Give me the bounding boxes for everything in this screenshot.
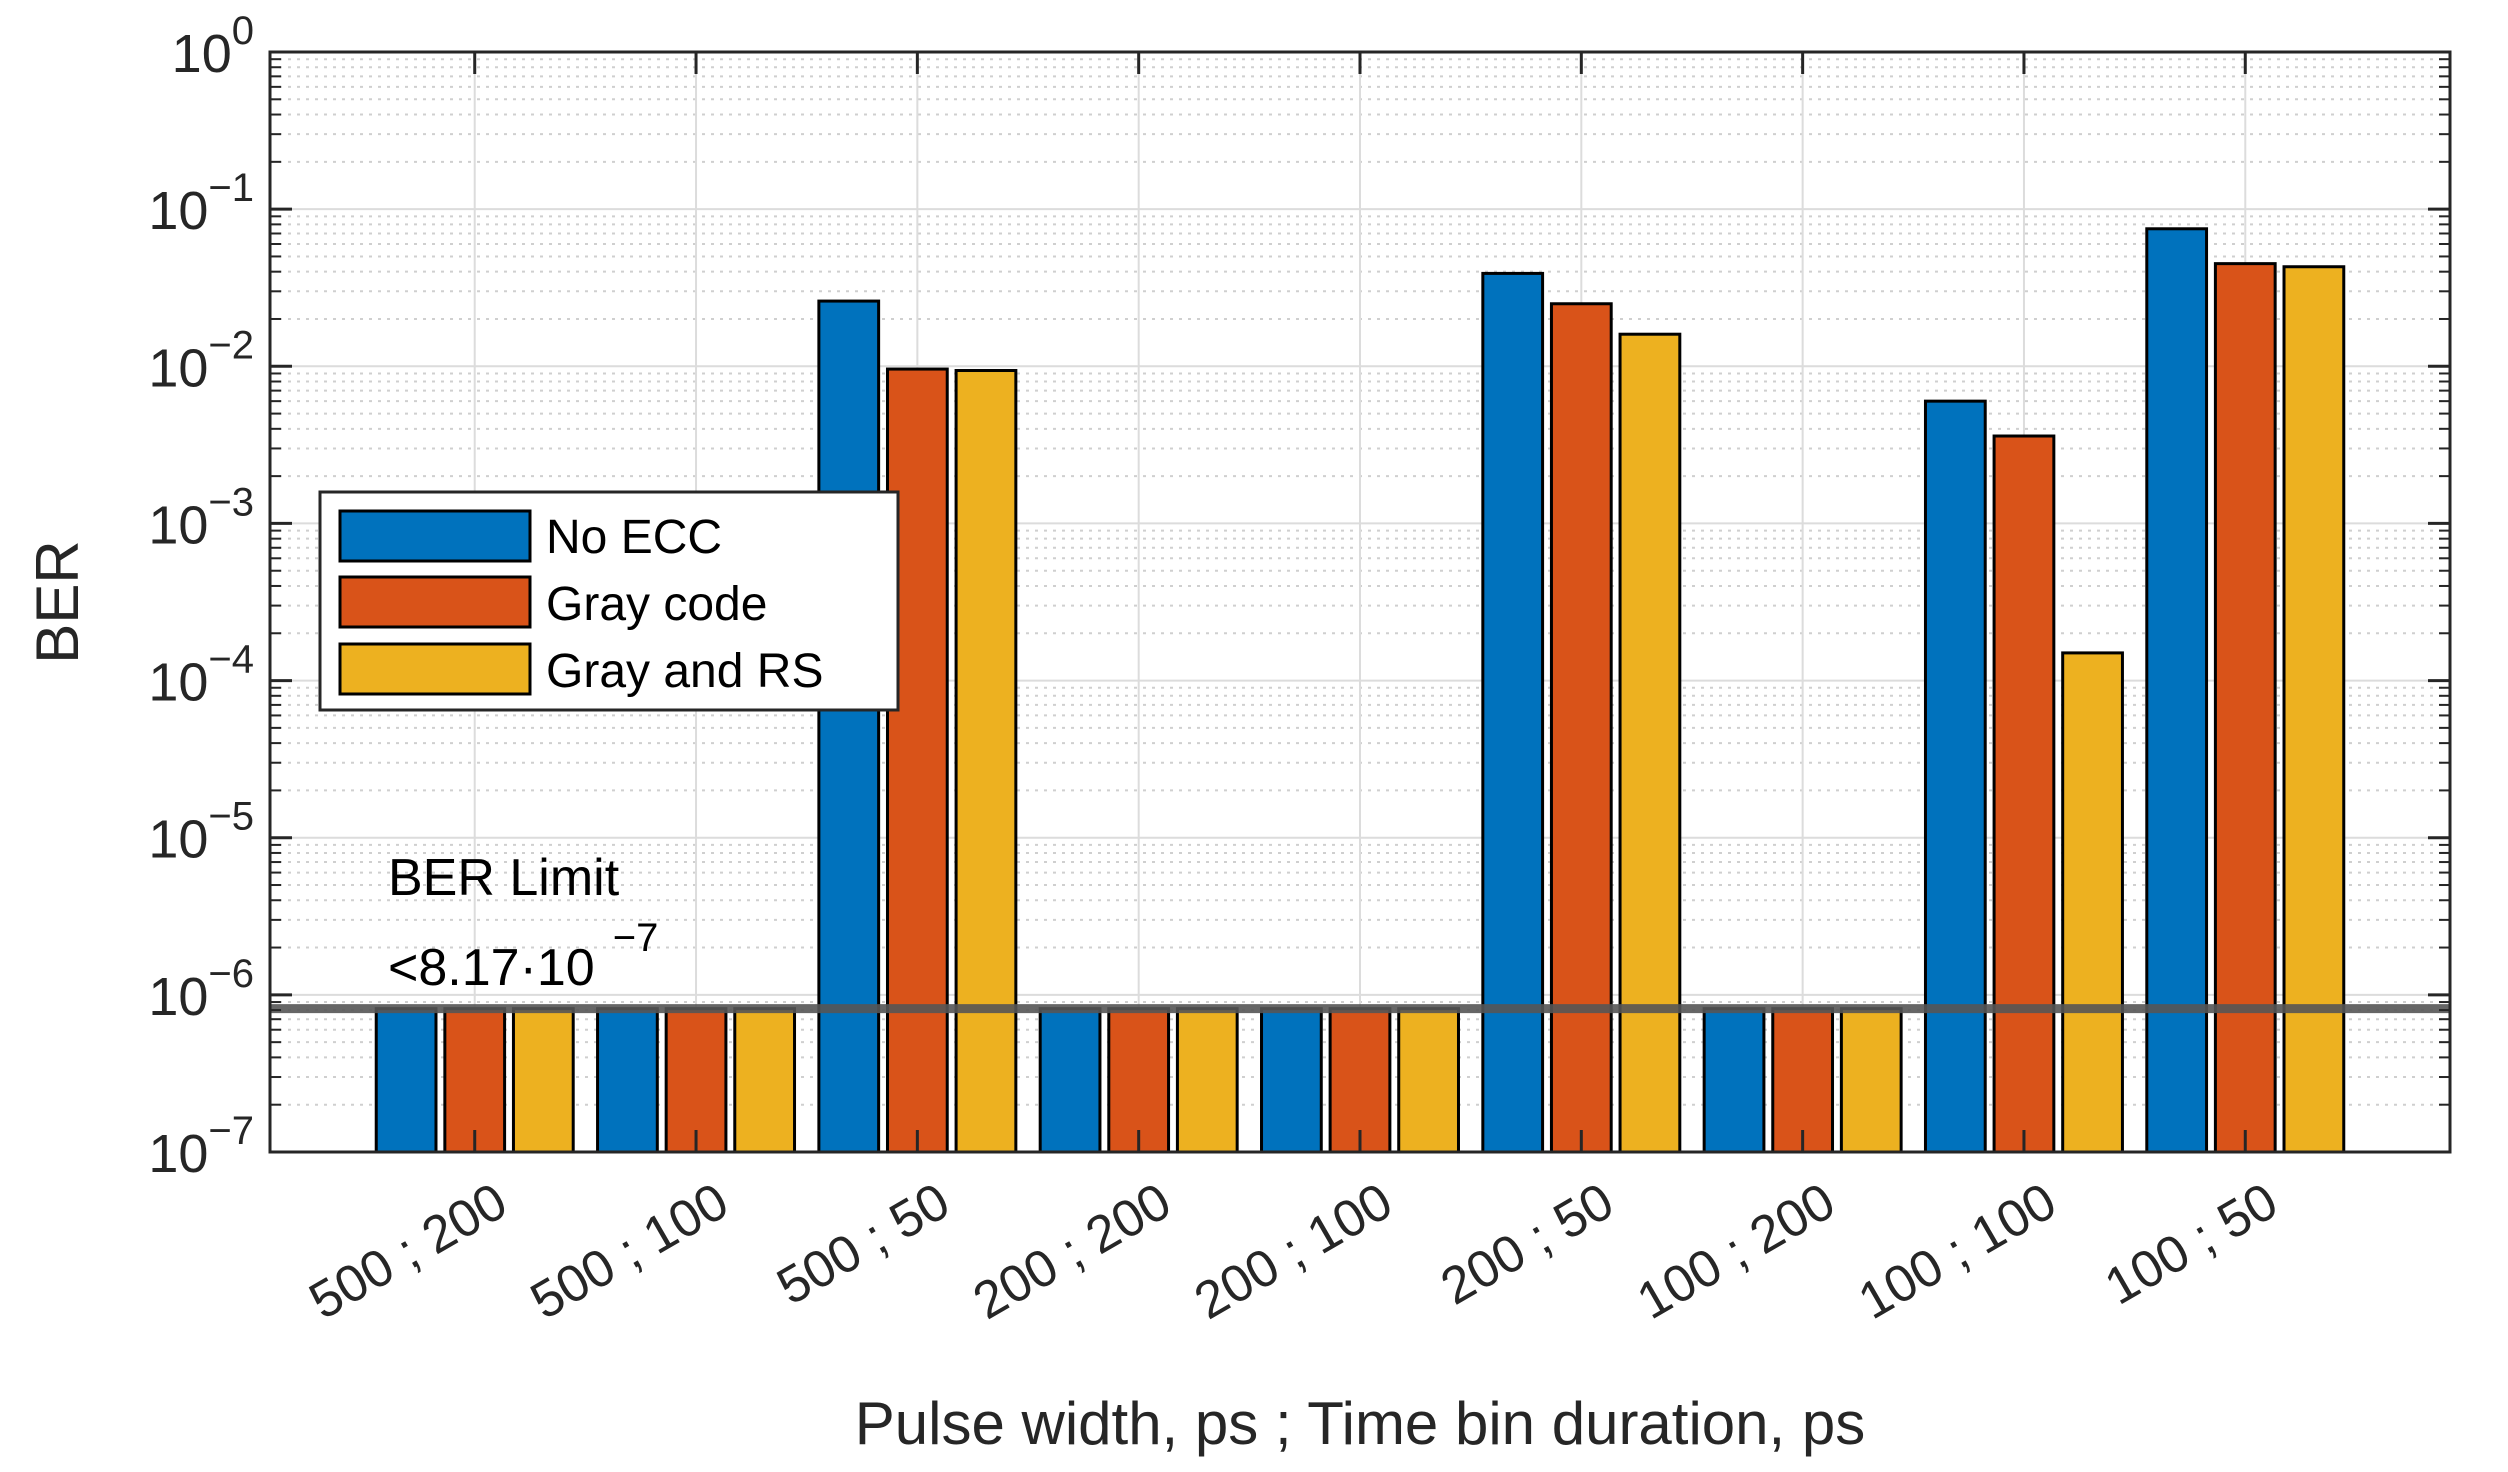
y-tick-label: 10−2 [148,323,254,398]
bar-0-8 [2145,227,2209,1154]
bar-2-3 [1175,1007,1239,1154]
bar-2-1 [733,1007,797,1154]
ber-limit-annotation: BER Limit <8.17·10 −7 [388,849,658,997]
legend-label-no-ecc: No ECC [546,511,722,564]
bar-0-4 [1260,1007,1323,1154]
bar-0-0 [374,1007,438,1154]
bar-2-4 [1397,1007,1460,1154]
x-axis-title: Pulse width, ps ; Time bin duration, ps [855,1390,1866,1457]
bar-0-2 [817,299,881,1154]
bar-2-7 [2061,651,2124,1154]
bar-0-6 [1702,1007,1766,1154]
bar-2-5 [1618,332,1682,1154]
bar-2-0 [511,1007,575,1154]
bar-0-1 [596,1007,659,1154]
y-tick-label: 10−4 [148,638,254,713]
y-tick-label: 100 [172,9,254,84]
legend-label-gray-code: Gray code [546,578,767,631]
bar-1-2 [885,367,949,1154]
bar-0-7 [1923,399,1987,1154]
bar-2-2 [954,369,1018,1154]
legend-label-gray-and-rs: Gray and RS [546,645,823,698]
bar-1-8 [2213,262,2277,1154]
ber-limit-value: <8.17·10 −7 [388,916,658,997]
y-axis-title: BER [24,540,91,663]
bar-0-5 [1481,271,1545,1154]
legend-swatch-no-ecc [338,509,532,563]
legend-swatch-gray-and-rs [338,642,532,696]
ber-limit-value-exponent: −7 [613,916,659,960]
bar-1-5 [1549,302,1613,1154]
y-tick-label: 10−3 [148,480,254,555]
bar-0-3 [1038,1007,1102,1154]
y-tick-label: 10−6 [148,952,254,1027]
bar-1-7 [1992,434,2056,1154]
legend: No ECC Gray code Gray and RS [318,490,900,712]
y-tick-label: 10−7 [148,1109,254,1184]
ber-limit-value-base: <8.17·10 [388,939,595,997]
bar-1-0 [443,1007,507,1154]
bar-2-6 [1839,1007,1903,1154]
y-tick-label: 10−1 [148,166,254,241]
legend-swatch-gray-code [338,575,532,629]
y-tick-label: 10−5 [148,795,254,870]
ber-limit-label: BER Limit [388,849,620,907]
bar-2-8 [2282,265,2346,1154]
